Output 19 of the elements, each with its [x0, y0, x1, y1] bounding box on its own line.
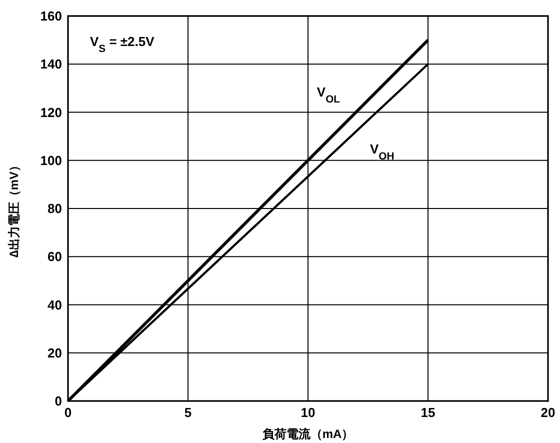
x-tick-label: 15 [420, 405, 436, 420]
x-axis-title: 負荷電流（mA） [262, 427, 354, 441]
y-tick-label: 100 [40, 152, 62, 168]
series-label: V$_{OL}$ [316, 84, 341, 105]
y-tick-label: 40 [48, 297, 62, 312]
x-tick-label: 5 [184, 405, 192, 420]
x-tick-label: 20 [540, 405, 556, 420]
annotation: V$_{S}$ = ±2.5V [90, 34, 155, 54]
y-tick-label: 140 [40, 56, 62, 72]
y-tick-label: 20 [48, 345, 62, 360]
y-tick-label: 80 [48, 201, 62, 216]
x-tick-label: 10 [300, 405, 316, 420]
y-tick-label: 60 [48, 249, 62, 264]
y-axis-title: ∆出力電圧（mV） [7, 159, 21, 258]
y-tick-label: 160 [40, 8, 62, 24]
y-tick-label: 0 [54, 394, 62, 408]
series-label: V$_{OH}$ [370, 142, 394, 162]
x-tick-label: 0 [64, 405, 72, 420]
y-tick-label: 120 [40, 104, 62, 120]
